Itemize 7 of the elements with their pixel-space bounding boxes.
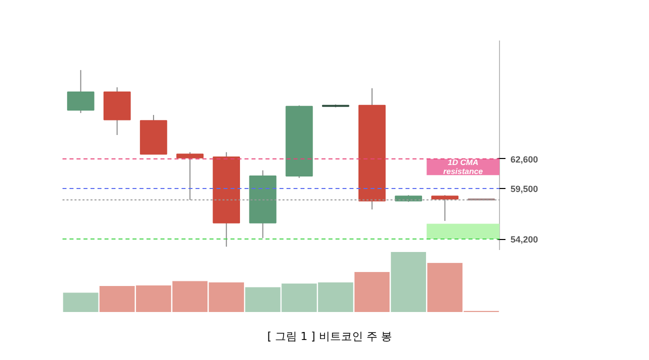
text: [ 그림 1 ] 비트코인 주 봉: [267, 329, 392, 345]
y-tick-label: 59,500: [510, 184, 538, 194]
candlestick: [176, 152, 204, 200]
band-label: 1D CMA resistance: [443, 158, 484, 176]
candlestick: [431, 194, 458, 222]
y-tick-label: 54,200: [510, 234, 538, 245]
y-tick-label: 62,600: [510, 154, 538, 164]
